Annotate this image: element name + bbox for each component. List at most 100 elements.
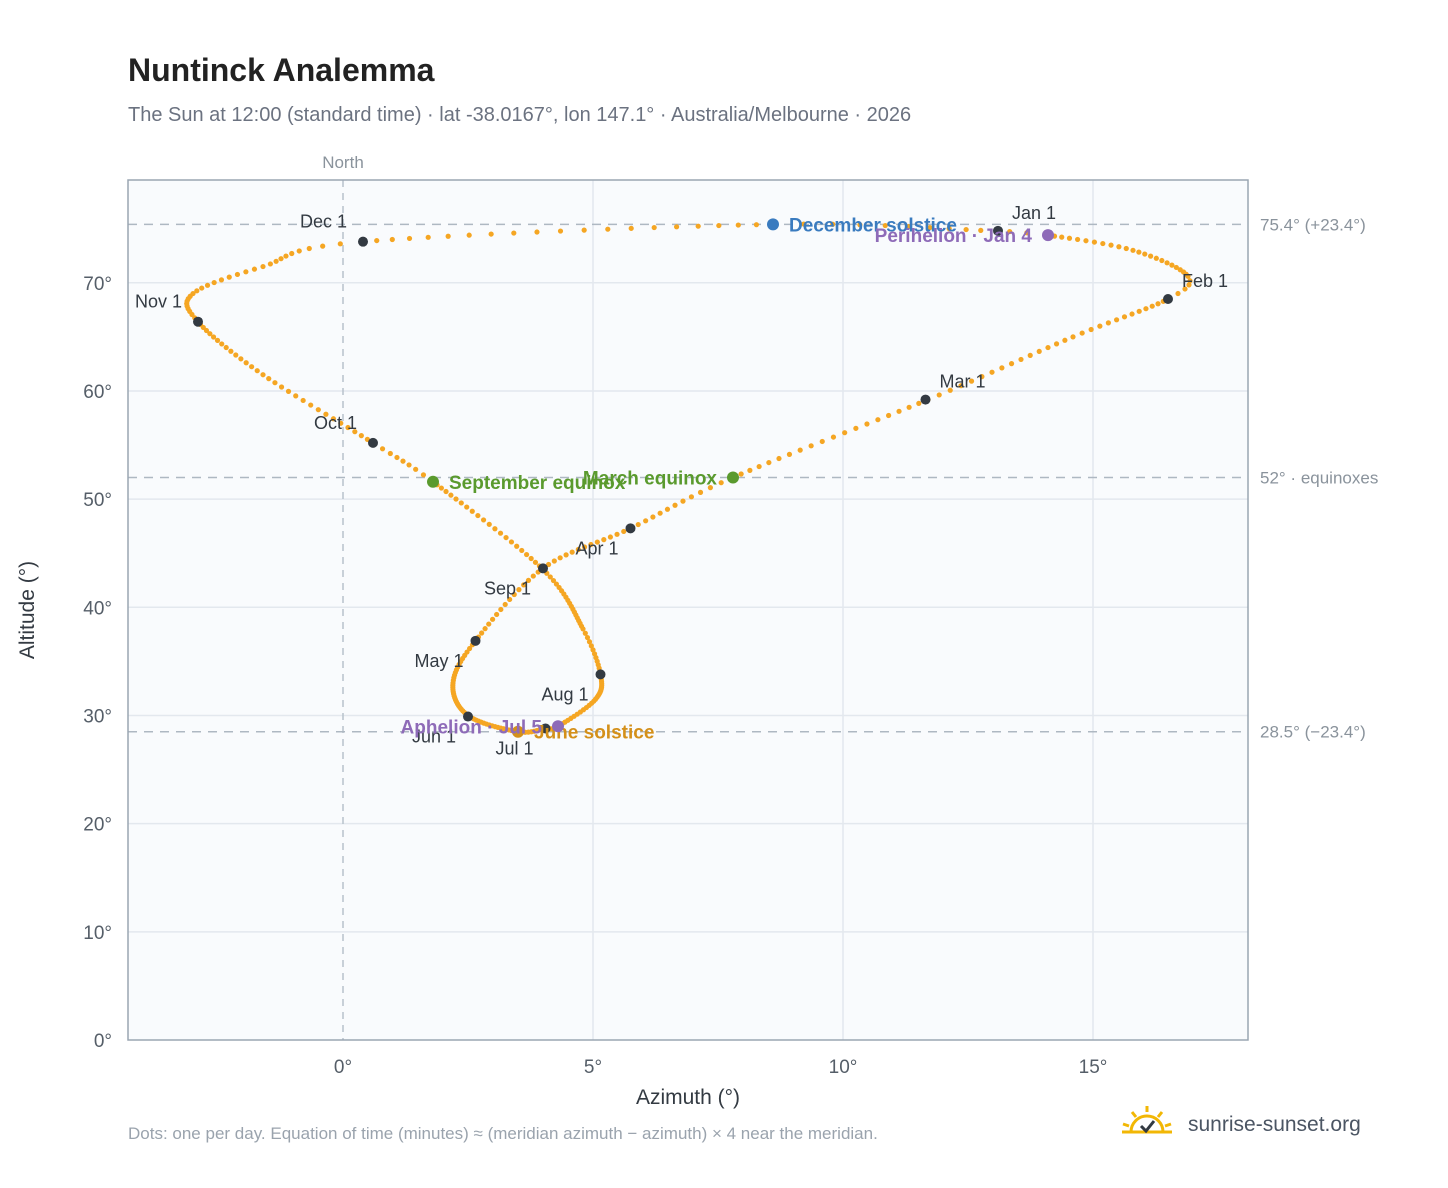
event-label: June solstice [534,723,654,744]
daily-point [1036,348,1042,355]
daily-point [1027,352,1033,358]
month-point [368,437,378,448]
daily-point [680,498,686,504]
daily-point [1129,311,1135,317]
daily-point [238,356,244,362]
daily-point [963,226,969,233]
daily-point [1007,228,1013,235]
event-label: December solstice [789,215,957,236]
daily-point [228,348,234,354]
daily-point [254,368,260,374]
daily-point [1143,306,1149,312]
daily-point [320,243,326,249]
daily-point [514,543,520,549]
daily-point [776,455,782,462]
daily-point [695,223,701,229]
daily-point [352,429,358,435]
daily-point [394,454,400,461]
daily-point [480,517,487,523]
month-label: Nov 1 [135,292,182,312]
daily-point [1116,244,1122,250]
daily-point [756,463,762,470]
daily-point [1164,260,1170,266]
reference-line-label: 28.5° (−23.4°) [1260,723,1366,742]
daily-point [601,537,607,543]
daily-point [1097,323,1103,329]
daily-point [272,380,278,386]
daily-point [808,443,814,449]
daily-point [226,274,232,280]
daily-point [753,222,760,228]
daily-point [575,546,581,553]
daily-point [379,446,386,452]
daily-point [1113,317,1120,323]
daily-point [766,459,772,466]
daily-point [218,277,225,283]
daily-point [906,404,912,410]
daily-point [488,231,494,237]
x-tick-label: 15° [1079,1057,1108,1078]
y-tick-label: 40° [83,598,112,619]
daily-point [337,241,343,247]
daily-point [425,234,431,240]
daily-point [651,224,657,231]
daily-point [591,651,598,657]
daily-point [716,222,722,229]
event-point [427,475,439,488]
daily-point [672,502,678,508]
brand[interactable]: sunrise-sunset.org [1120,1104,1361,1145]
daily-point [1088,326,1094,333]
daily-point [927,224,933,231]
daily-point [387,450,393,457]
daily-point [278,384,285,390]
daily-point [650,514,656,520]
daily-point [718,480,724,486]
daily-point [968,378,975,384]
daily-point [801,221,807,227]
month-point [625,523,636,534]
y-tick-label: 60° [83,382,112,403]
daily-point [233,352,239,358]
daily-point [906,223,912,230]
daily-point [1123,245,1129,252]
daily-point [607,534,613,540]
daily-point [853,425,859,431]
daily-point [581,227,587,233]
daily-point [550,577,557,584]
event-point [1042,229,1054,242]
daily-point [594,539,600,545]
daily-point [1074,236,1081,243]
daily-point [293,393,299,399]
daily-point [1182,286,1188,292]
daily-point [553,581,560,587]
month-point [920,394,931,405]
daily-point [219,341,225,347]
daily-point [300,397,306,404]
daily-point [315,407,321,413]
daily-point [621,528,627,535]
month-point [463,711,473,722]
daily-point [1083,238,1089,244]
daily-point [207,331,213,337]
daily-point [1142,251,1148,257]
daily-point [511,591,517,598]
daily-point [916,400,922,406]
daily-point [1100,240,1106,247]
daily-point [374,237,380,244]
daily-point [475,512,481,519]
daily-point [492,526,498,532]
daily-point [547,574,553,580]
daily-point [830,434,837,440]
event-label: Aphelion · Jul 5 [401,717,543,738]
x-tick-label: 0° [334,1057,352,1078]
daily-point [530,573,536,579]
daily-point [584,634,591,641]
daily-point [519,547,525,554]
x-tick-label: 5° [584,1057,602,1078]
daily-point [448,492,454,498]
daily-point [523,551,530,558]
chart-subtitle: The Sun at 12:00 (standard time) · lat -… [128,104,912,126]
month-label: May 1 [414,651,463,671]
daily-point [406,235,413,242]
daily-point [673,224,680,230]
